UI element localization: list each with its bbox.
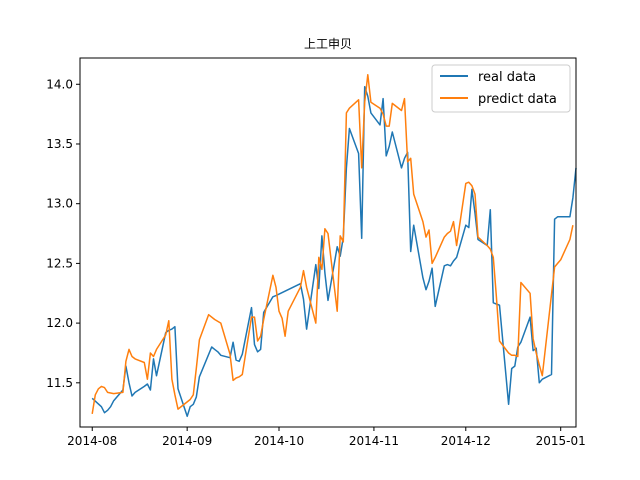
- x-tick-label: 2014-12: [441, 434, 491, 448]
- y-tick-label: 13.5: [46, 137, 73, 151]
- x-tick-label: 2014-09: [162, 434, 212, 448]
- series-line-predict-data: [91, 73, 574, 415]
- legend: real data predict data: [431, 64, 571, 113]
- legend-label-real-data: real data: [478, 70, 536, 85]
- y-tick-label: 12.0: [46, 316, 73, 330]
- x-axis: 2014-08 2014-09 2014-10 2014-11 2014-12 2015-…: [67, 427, 586, 448]
- y-axis: 11.5 12.0 12.5 13.0 13.5 14.0: [46, 77, 80, 390]
- axes-frame: [79, 57, 577, 428]
- y-tick-label: 12.5: [46, 256, 73, 270]
- chart-title: 上工申贝: [304, 37, 352, 51]
- x-tick-label: 2015-01: [536, 434, 586, 448]
- x-tick-label: 2014-11: [349, 434, 399, 448]
- y-tick-label: 13.0: [46, 197, 73, 211]
- y-tick-label: 14.0: [46, 77, 73, 91]
- plot-area: [91, 73, 577, 418]
- x-tick-label: 2014-08: [67, 434, 117, 448]
- y-tick-label: 11.5: [46, 376, 73, 390]
- legend-label-predict-data: predict data: [478, 92, 557, 107]
- x-tick-label: 2014-10: [254, 434, 304, 448]
